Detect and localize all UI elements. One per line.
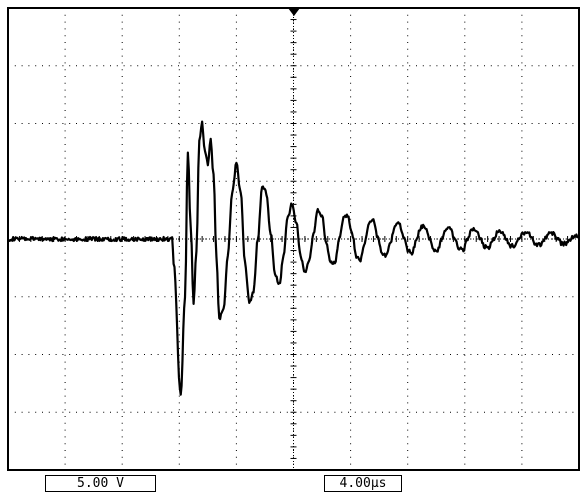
trigger-position-icon (288, 8, 300, 16)
channel-scale-readout: 5.00 V (45, 475, 156, 492)
graticule-center-axes (8, 8, 579, 470)
waveform-trace (7, 120, 580, 396)
timebase-readout: 4.00µs (324, 475, 402, 492)
